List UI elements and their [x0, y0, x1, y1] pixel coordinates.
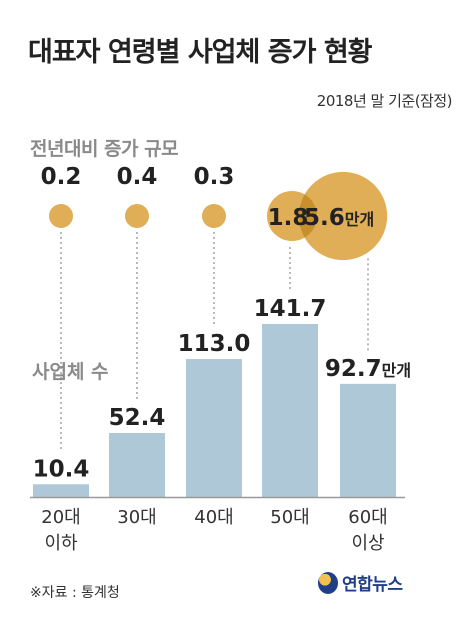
bubble-0 [49, 204, 73, 228]
category-label-0-line-0: 20대 [41, 507, 80, 528]
bubble-2 [202, 204, 226, 228]
bubble-chart-title: 전년대비 증가 규모 [30, 138, 179, 160]
category-label-2: 40대 [194, 507, 233, 528]
category-label-4-line-1: 이상 [351, 533, 384, 554]
bubble-value-label-1: 0.4 [117, 164, 158, 190]
bar-value-label-4: 92.7만개 [325, 356, 411, 382]
bubble-value-label-4: 5.6만개 [304, 205, 374, 231]
bubble-value-label-3: 1.8 [268, 205, 309, 231]
category-label-3: 50대 [270, 507, 309, 528]
bar-value-label-3: 141.7 [254, 296, 327, 322]
bar-1 [109, 433, 165, 497]
source-note: ※자료 : 통계청 [30, 585, 120, 601]
bar-3 [262, 324, 318, 497]
category-label-4-line-0: 60대 [348, 507, 387, 528]
yonhap-logo-icon [318, 571, 338, 594]
bubble-value-label-2: 0.3 [194, 164, 235, 190]
logo-text: 연합뉴스 [342, 575, 403, 595]
bar-chart-title: 사업체 수 [32, 361, 109, 383]
bubble-overlap [299, 194, 317, 238]
category-label-0-line-1: 이하 [44, 533, 78, 554]
bubble-unit-label: 만개 [345, 210, 374, 229]
bubble-value-label-0: 0.2 [41, 164, 82, 190]
bar-value-label-1: 52.4 [109, 405, 166, 431]
reference-date: 2018년 말 기준(잠정) [316, 92, 453, 110]
bar-value-label-0: 10.4 [33, 456, 90, 482]
yonhap-logo: 연합뉴스 [318, 570, 403, 595]
bubble-4 [299, 171, 388, 261]
bar-4 [340, 383, 396, 497]
bubble-1 [125, 204, 149, 228]
bar-0 [33, 484, 89, 497]
category-label-1: 30대 [117, 507, 156, 528]
chart-title: 대표자 연령별 사업체 증가 현황 [28, 37, 373, 68]
bar-2 [186, 359, 242, 497]
bar-unit-label: 만개 [382, 361, 411, 380]
bar-value-label-2: 113.0 [178, 331, 251, 357]
